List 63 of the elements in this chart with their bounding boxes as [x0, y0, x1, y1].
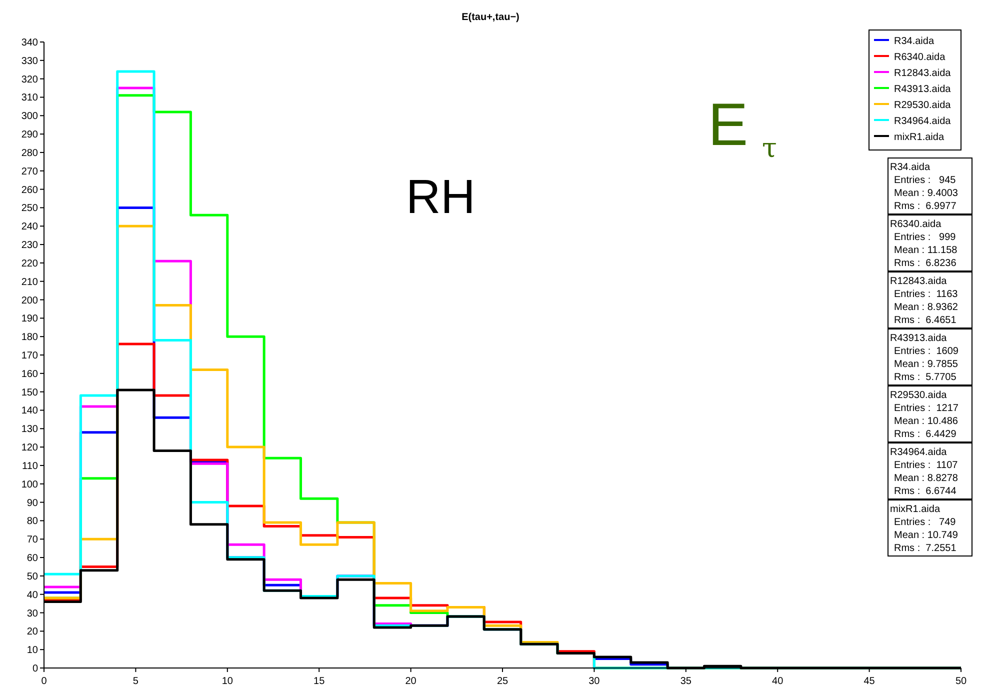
y-tick-label: 290	[21, 130, 38, 141]
chart-title: E(tau+,tau−)	[462, 12, 520, 23]
x-tick-label: 0	[41, 676, 48, 687]
y-tick-label: 260	[21, 184, 38, 196]
legend-label: R6340.aida	[894, 52, 946, 63]
y-tick-label: 330	[21, 56, 38, 67]
y-tick-label: 200	[21, 295, 38, 306]
y-tick-label: 320	[21, 74, 38, 86]
y-tick-label: 220	[21, 258, 38, 270]
annotation: R43913.aida Entries : 1609 Mean : 9.7855 Rms : 5.7705	[890, 333, 959, 383]
y-tick-label: 160	[21, 368, 38, 380]
legend-label: R34.aida	[894, 36, 934, 47]
y-tick-label: 150	[21, 387, 38, 398]
y-tick-label: 100	[21, 479, 38, 490]
y-tick-label: 240	[21, 222, 38, 233]
annotation: R6340.aida Entries : 999 Mean : 11.158 Rms : 6.8236	[890, 219, 958, 269]
x-tick-label: 40	[772, 676, 784, 687]
legend-label: R29530.aida	[894, 100, 952, 111]
x-tick-label: 25	[496, 676, 508, 687]
annotation: R29530.aida Entries : 1217 Mean : 10.486 Rms : 6.4429	[890, 390, 959, 440]
y-tick-label: 140	[21, 406, 38, 417]
y-tick-label: 190	[21, 314, 38, 325]
y-tick-label: 170	[21, 350, 38, 362]
y-tick-label: 80	[26, 516, 38, 528]
y-tick-label: 20	[26, 626, 38, 638]
y-tick-label: 280	[21, 148, 38, 159]
x-tick-label: 35	[680, 676, 692, 687]
y-tick-label: 90	[26, 498, 38, 509]
y-tick-label: 300	[21, 111, 38, 122]
y-tick-label: 50	[26, 571, 38, 582]
legend-label: R43913.aida	[894, 84, 952, 95]
y-tick-label: 310	[21, 92, 38, 104]
y-tick-label: 230	[21, 240, 38, 252]
legend-label: mixR1.aida	[894, 132, 944, 143]
y-tick-label: 180	[21, 332, 38, 344]
x-tick-label: 5	[132, 676, 139, 687]
annotation: R34.aida Entries : 945 Mean : 9.4003 Rms : 6.9977	[890, 162, 958, 212]
x-tick-label: 45	[864, 676, 876, 687]
legend-label: R34964.aida	[894, 116, 952, 127]
y-tick-label: 250	[21, 203, 38, 214]
x-tick-label: 50	[955, 676, 967, 687]
y-tick-label: 130	[21, 424, 38, 436]
annotation: RH	[406, 171, 476, 224]
y-tick-label: 70	[26, 534, 38, 546]
y-tick-label: 30	[26, 608, 38, 620]
annotation: R34964.aida Entries : 1107 Mean : 8.8278 Rms : 6.6744	[890, 447, 958, 497]
x-tick-label: 10	[222, 676, 234, 687]
annotation: R12843.aida Entries : 1163 Mean : 8.9362 Rms : 6.4651	[890, 276, 958, 326]
x-tick-label: 30	[588, 676, 600, 687]
x-tick-label: 15	[314, 676, 326, 687]
y-tick-label: 340	[21, 38, 38, 48]
y-tick-label: 40	[26, 590, 38, 601]
annotation: mixR1.aida Entries : 749 Mean : 10.749 Rms : 7.2551	[890, 504, 958, 554]
annotation: E$_{τ}$	[708, 91, 777, 164]
y-tick-label: 270	[21, 166, 38, 178]
y-tick-label: 0	[32, 664, 38, 674]
y-tick-label: 120	[21, 442, 38, 454]
y-tick-label: 210	[21, 276, 38, 288]
y-tick-label: 60	[26, 553, 38, 564]
y-tick-label: 10	[26, 645, 38, 656]
x-tick-label: 20	[405, 676, 417, 687]
y-tick-label: 110	[22, 460, 38, 472]
legend-label: R12843.aida	[894, 68, 952, 79]
